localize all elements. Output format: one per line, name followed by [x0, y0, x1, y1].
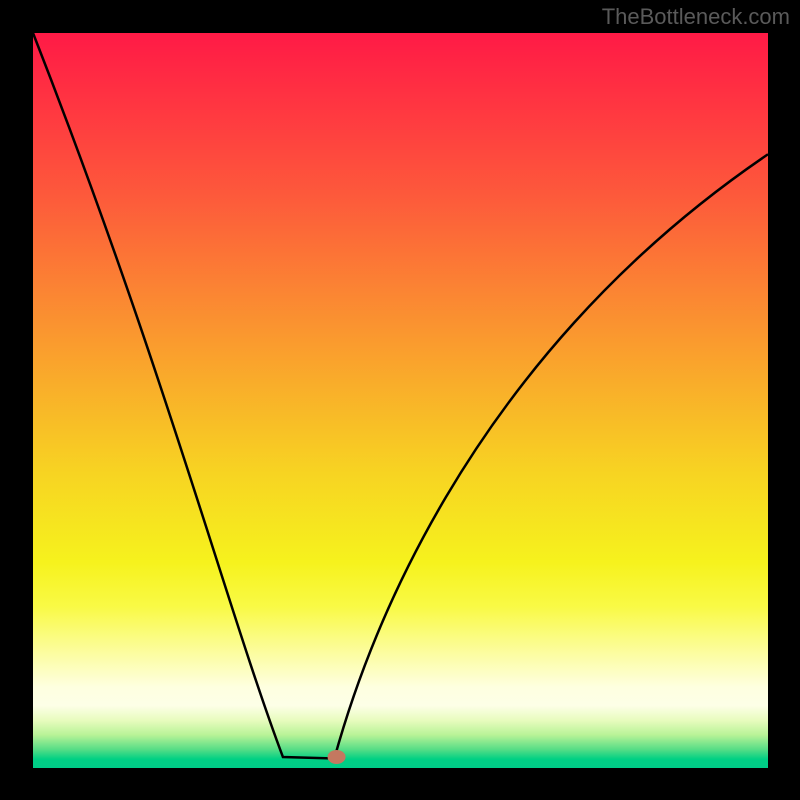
minimum-marker-dot	[328, 750, 346, 764]
plot-background-gradient	[33, 33, 768, 768]
bottleneck-chart	[0, 0, 800, 800]
